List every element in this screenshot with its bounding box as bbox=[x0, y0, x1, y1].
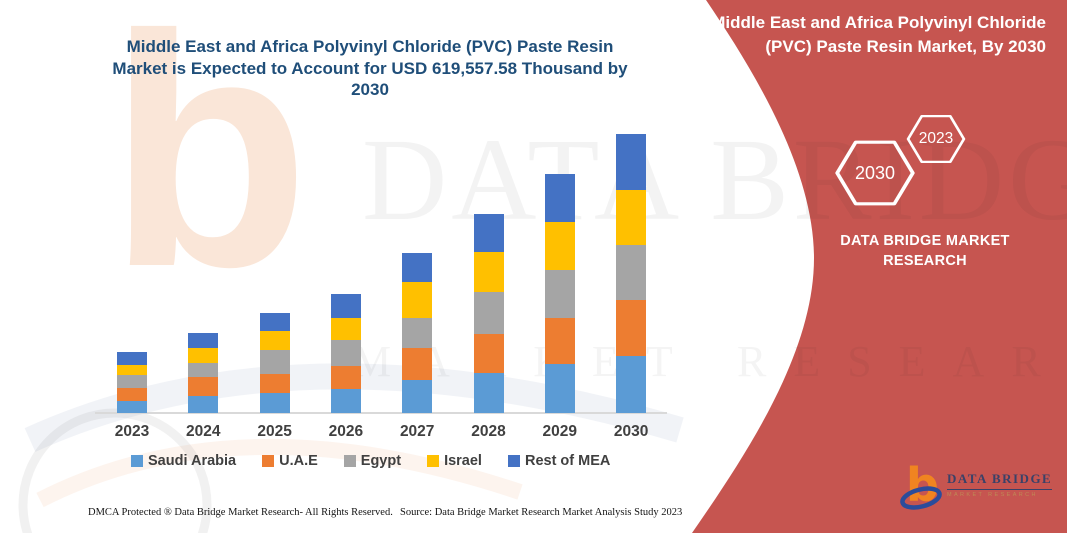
company-logo: b DATA BRIDGE MARKET RESEARCH bbox=[900, 460, 1053, 512]
bar-segment-saudi-arabia bbox=[616, 356, 647, 413]
panel-title-line2: (PVC) Paste Resin Market, By 2030 bbox=[765, 37, 1046, 56]
bar-segment-u-a-e bbox=[616, 299, 647, 356]
legend-label: Israel bbox=[444, 453, 482, 469]
bar-segment-u-a-e bbox=[402, 347, 433, 381]
bar-segment-u-a-e bbox=[330, 365, 361, 389]
bar-segment-egypt bbox=[402, 317, 433, 348]
brand-name: DATA BRIDGE MARKET RESEARCH bbox=[790, 231, 1060, 271]
bar-segment-israel bbox=[473, 251, 504, 293]
bar-segment-saudi-arabia bbox=[259, 392, 290, 413]
legend-label: U.A.E bbox=[279, 453, 318, 469]
bar-segment-egypt bbox=[188, 362, 219, 377]
legend-swatch bbox=[262, 455, 275, 467]
bar-segment-u-a-e bbox=[473, 334, 504, 373]
x-axis-label: 2024 bbox=[186, 423, 221, 440]
logo-b-icon: b bbox=[900, 460, 942, 512]
bar-segment-israel bbox=[616, 189, 647, 245]
hexagon-badge-2023: 2023 bbox=[905, 113, 967, 165]
legend-swatch bbox=[507, 455, 520, 467]
bar-segment-israel bbox=[544, 222, 575, 270]
legend-label: Rest of MEA bbox=[524, 453, 611, 469]
bar-segment-rest-of-mea bbox=[473, 214, 504, 252]
bar-segment-rest-of-mea bbox=[402, 253, 433, 283]
bar-segment-israel bbox=[188, 347, 219, 363]
x-axis-label: 2027 bbox=[399, 423, 435, 440]
bar-segment-egypt bbox=[330, 340, 361, 366]
bar-segment-rest-of-mea bbox=[117, 352, 147, 365]
legend-label: Egypt bbox=[360, 453, 402, 469]
bar-segment-israel bbox=[117, 364, 147, 375]
bar-segment-rest-of-mea bbox=[544, 173, 575, 223]
x-axis-line bbox=[95, 412, 667, 414]
legend-item: Rest of MEA bbox=[507, 453, 611, 469]
legend-swatch bbox=[131, 455, 143, 467]
legend-swatch bbox=[427, 455, 440, 467]
bar-segment-israel bbox=[330, 317, 361, 341]
x-axis-label: 2025 bbox=[257, 423, 292, 440]
bar-segment-israel bbox=[402, 282, 433, 318]
chart-title: Middle East and Africa Polyvinyl Chlorid… bbox=[85, 36, 655, 101]
legend-item: Israel bbox=[427, 453, 482, 469]
brand-name-line2: RESEARCH bbox=[883, 253, 967, 269]
bar-segment-rest-of-mea bbox=[616, 134, 647, 190]
chart-legend: Saudi Arabia U.A.E Egypt Israel Rest of MEA bbox=[131, 453, 610, 469]
panel-title: Middle East and Africa Polyvinyl Chlorid… bbox=[700, 11, 1058, 59]
chart-title-line1: Middle East and Africa Polyvinyl Chlorid… bbox=[126, 37, 614, 56]
chart-title-line3: 2030 bbox=[351, 80, 389, 99]
bar-segment-u-a-e bbox=[544, 317, 575, 365]
legend-label: Saudi Arabia bbox=[148, 453, 237, 469]
hexagon-2023-label: 2023 bbox=[918, 130, 954, 147]
bar-segment-egypt bbox=[117, 374, 147, 388]
footer-copyright: DMCA Protected ® Data Bridge Market Rese… bbox=[88, 507, 393, 518]
x-axis-label: 2028 bbox=[471, 423, 506, 440]
bar-segment-saudi-arabia bbox=[117, 400, 147, 413]
legend-swatch bbox=[343, 455, 356, 467]
chart-title-line2: Market is Expected to Account for USD 61… bbox=[112, 58, 628, 78]
bar-segment-egypt bbox=[259, 350, 290, 374]
x-axis-label: 2023 bbox=[114, 423, 150, 440]
panel-title-line1: Middle East and Africa Polyvinyl Chlorid… bbox=[711, 13, 1046, 32]
bar-segment-rest-of-mea bbox=[259, 312, 290, 332]
x-axis-label: 2029 bbox=[542, 423, 578, 440]
legend-item: U.A.E bbox=[262, 453, 318, 469]
logo-subtitle: MARKET RESEARCH bbox=[947, 492, 1038, 498]
legend-item: Saudi Arabia bbox=[131, 453, 236, 469]
watermark-b-logo-icon: b bbox=[108, 0, 310, 335]
bar-segment-egypt bbox=[473, 292, 504, 335]
bar-segment-egypt bbox=[544, 269, 575, 318]
footer-source: Source: Data Bridge Market Research Mark… bbox=[400, 507, 683, 518]
bar-segment-egypt bbox=[616, 244, 647, 300]
bar-segment-saudi-arabia bbox=[473, 372, 504, 413]
bar-segment-rest-of-mea bbox=[188, 332, 219, 348]
x-axis-label: 2030 bbox=[613, 423, 649, 440]
brand-name-line1: DATA BRIDGE MARKET bbox=[840, 233, 1010, 249]
bar-segment-u-a-e bbox=[188, 377, 219, 396]
x-axis-label: 2026 bbox=[328, 423, 364, 440]
bar-segment-saudi-arabia bbox=[402, 380, 433, 413]
bar-segment-u-a-e bbox=[117, 387, 147, 401]
bar-segment-saudi-arabia bbox=[188, 395, 219, 413]
bar-segment-u-a-e bbox=[259, 373, 290, 393]
bar-segment-saudi-arabia bbox=[330, 388, 361, 413]
logo-title: DATA BRIDGE bbox=[947, 471, 1053, 490]
bar-segment-israel bbox=[259, 331, 290, 351]
legend-item: Egypt bbox=[343, 453, 402, 469]
bar-segment-rest-of-mea bbox=[330, 293, 361, 318]
bar-segment-saudi-arabia bbox=[544, 364, 575, 413]
